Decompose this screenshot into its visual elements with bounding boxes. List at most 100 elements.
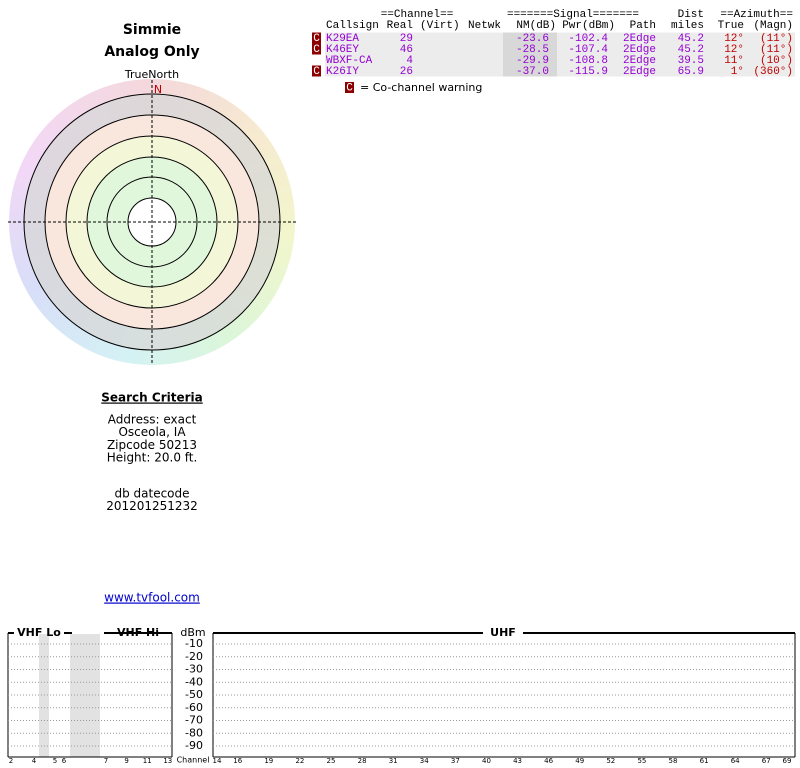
nm-cell-bg bbox=[503, 54, 557, 66]
channel-tick: 7 bbox=[104, 757, 108, 765]
y-tick-label: -20 bbox=[185, 650, 203, 663]
cell-magn: (11°) bbox=[760, 33, 793, 45]
cell-real: 26 bbox=[400, 66, 413, 78]
channel-tick: 58 bbox=[669, 757, 678, 765]
group-header: ==Azimuth== bbox=[720, 9, 793, 21]
y-tick-label: -50 bbox=[185, 688, 203, 701]
cell-true: 1° bbox=[731, 66, 744, 78]
cell-path: 2Edge bbox=[623, 33, 656, 45]
cell-true: 11° bbox=[724, 55, 744, 67]
cell-magn: (11°) bbox=[760, 44, 793, 56]
channel-tick: 55 bbox=[637, 757, 646, 765]
y-tick-label: -40 bbox=[185, 675, 203, 688]
group-header: =======Signal======= bbox=[507, 9, 639, 21]
column-header: Pwr(dBm) bbox=[562, 20, 615, 32]
channel-tick: 5 bbox=[53, 757, 57, 765]
cell-true: 12° bbox=[724, 33, 744, 45]
cochannel-flag-text: C bbox=[313, 33, 320, 45]
channel-tick: 9 bbox=[124, 757, 128, 765]
column-header: (Virt) bbox=[420, 20, 460, 32]
cell-callsign: WBXF-CA bbox=[326, 55, 373, 67]
column-header: NM(dB) bbox=[516, 20, 556, 32]
cell-real: 29 bbox=[400, 33, 413, 45]
cell-real: 4 bbox=[406, 55, 413, 67]
channel-tick: 61 bbox=[700, 757, 709, 765]
criteria-line: Height: 20.0 ft. bbox=[107, 451, 198, 465]
cell-nm: -28.5 bbox=[516, 44, 549, 56]
cell-magn: (360°) bbox=[753, 66, 793, 78]
cell-true: 12° bbox=[724, 44, 744, 56]
row-bg bbox=[325, 32, 795, 44]
y-tick-label: -10 bbox=[185, 637, 203, 650]
band-label: UHF bbox=[490, 626, 516, 639]
cell-dist: 45.2 bbox=[678, 44, 704, 56]
channel-tick: 46 bbox=[544, 757, 553, 765]
channel-tick: 22 bbox=[295, 757, 304, 765]
channel-tick: 4 bbox=[32, 757, 37, 765]
criteria-line: Zipcode 50213 bbox=[107, 438, 197, 452]
cochannel-flag bbox=[312, 65, 321, 77]
column-header: Real bbox=[387, 20, 413, 32]
channel-tick: 28 bbox=[358, 757, 367, 765]
channel-tick: 13 bbox=[163, 757, 172, 765]
y-tick-label: -80 bbox=[185, 726, 203, 739]
column-header: (Magn) bbox=[753, 20, 793, 32]
row-bg bbox=[325, 54, 795, 66]
band-label: VHF Hi bbox=[117, 626, 159, 639]
cochannel-flag-text: C bbox=[313, 66, 320, 78]
channel-tick: 52 bbox=[606, 757, 615, 765]
channel-tick: 40 bbox=[482, 757, 491, 765]
cell-pwr: -107.4 bbox=[568, 44, 608, 56]
cell-pwr: -115.9 bbox=[568, 66, 608, 78]
cell-pwr: -108.8 bbox=[568, 55, 608, 67]
cell-dist: 65.9 bbox=[678, 66, 704, 78]
legend-flag bbox=[345, 82, 354, 93]
cochannel-flag bbox=[312, 32, 321, 44]
channel-tick: 31 bbox=[389, 757, 398, 765]
channel-label: Channel bbox=[177, 756, 210, 765]
cell-magn: (10°) bbox=[760, 55, 793, 67]
channel-tick: 11 bbox=[143, 757, 152, 765]
group-header: Dist bbox=[678, 9, 704, 21]
cell-callsign: K29EA bbox=[326, 33, 359, 45]
channel-tick: 67 bbox=[762, 757, 771, 765]
cell-path: 2Edge bbox=[623, 55, 656, 67]
row-bg bbox=[325, 43, 795, 55]
y-tick-label: -90 bbox=[185, 739, 203, 752]
cell-nm: -23.6 bbox=[516, 33, 549, 45]
compass-label: TrueNorth bbox=[124, 68, 179, 81]
column-header: Callsign bbox=[326, 20, 379, 32]
cell-path: 2Edge bbox=[623, 44, 656, 56]
column-header: Netwk bbox=[468, 20, 501, 32]
criteria-title: Search Criteria bbox=[101, 391, 202, 405]
channel-tick: 37 bbox=[451, 757, 460, 765]
channel-tick: 64 bbox=[731, 757, 740, 765]
channel-tick: 2 bbox=[9, 757, 13, 765]
cell-nm: -37.0 bbox=[516, 66, 549, 78]
cell-callsign: K26IY bbox=[326, 66, 359, 78]
nm-cell-bg bbox=[503, 32, 557, 44]
link[interactable]: www.tvfool.com bbox=[104, 591, 200, 605]
band-label: VHF Lo bbox=[17, 626, 61, 639]
group-header: ==Channel== bbox=[381, 9, 454, 21]
channel-tick: 25 bbox=[327, 757, 336, 765]
cochannel-flag bbox=[312, 43, 321, 55]
y-tick-label: -60 bbox=[185, 701, 203, 714]
y-tick-label: -30 bbox=[185, 663, 203, 676]
subtitle: Analog Only bbox=[104, 44, 199, 60]
db-line: db datecode bbox=[114, 487, 189, 501]
channel-tick: 14 bbox=[213, 757, 222, 765]
legend-flag-text: C bbox=[346, 82, 353, 94]
cell-path: 2Edge bbox=[623, 66, 656, 78]
column-header: True bbox=[718, 20, 744, 32]
channel-tick: 43 bbox=[513, 757, 522, 765]
legend-text: = Co-channel warning bbox=[360, 81, 482, 94]
channel-tick: 16 bbox=[233, 757, 242, 765]
y-tick-label: -70 bbox=[185, 714, 203, 727]
column-header: miles bbox=[671, 20, 704, 32]
channel-tick: 6 bbox=[62, 757, 67, 765]
criteria-line: Osceola, IA bbox=[118, 425, 186, 439]
channel-tick: 69 bbox=[783, 757, 792, 765]
